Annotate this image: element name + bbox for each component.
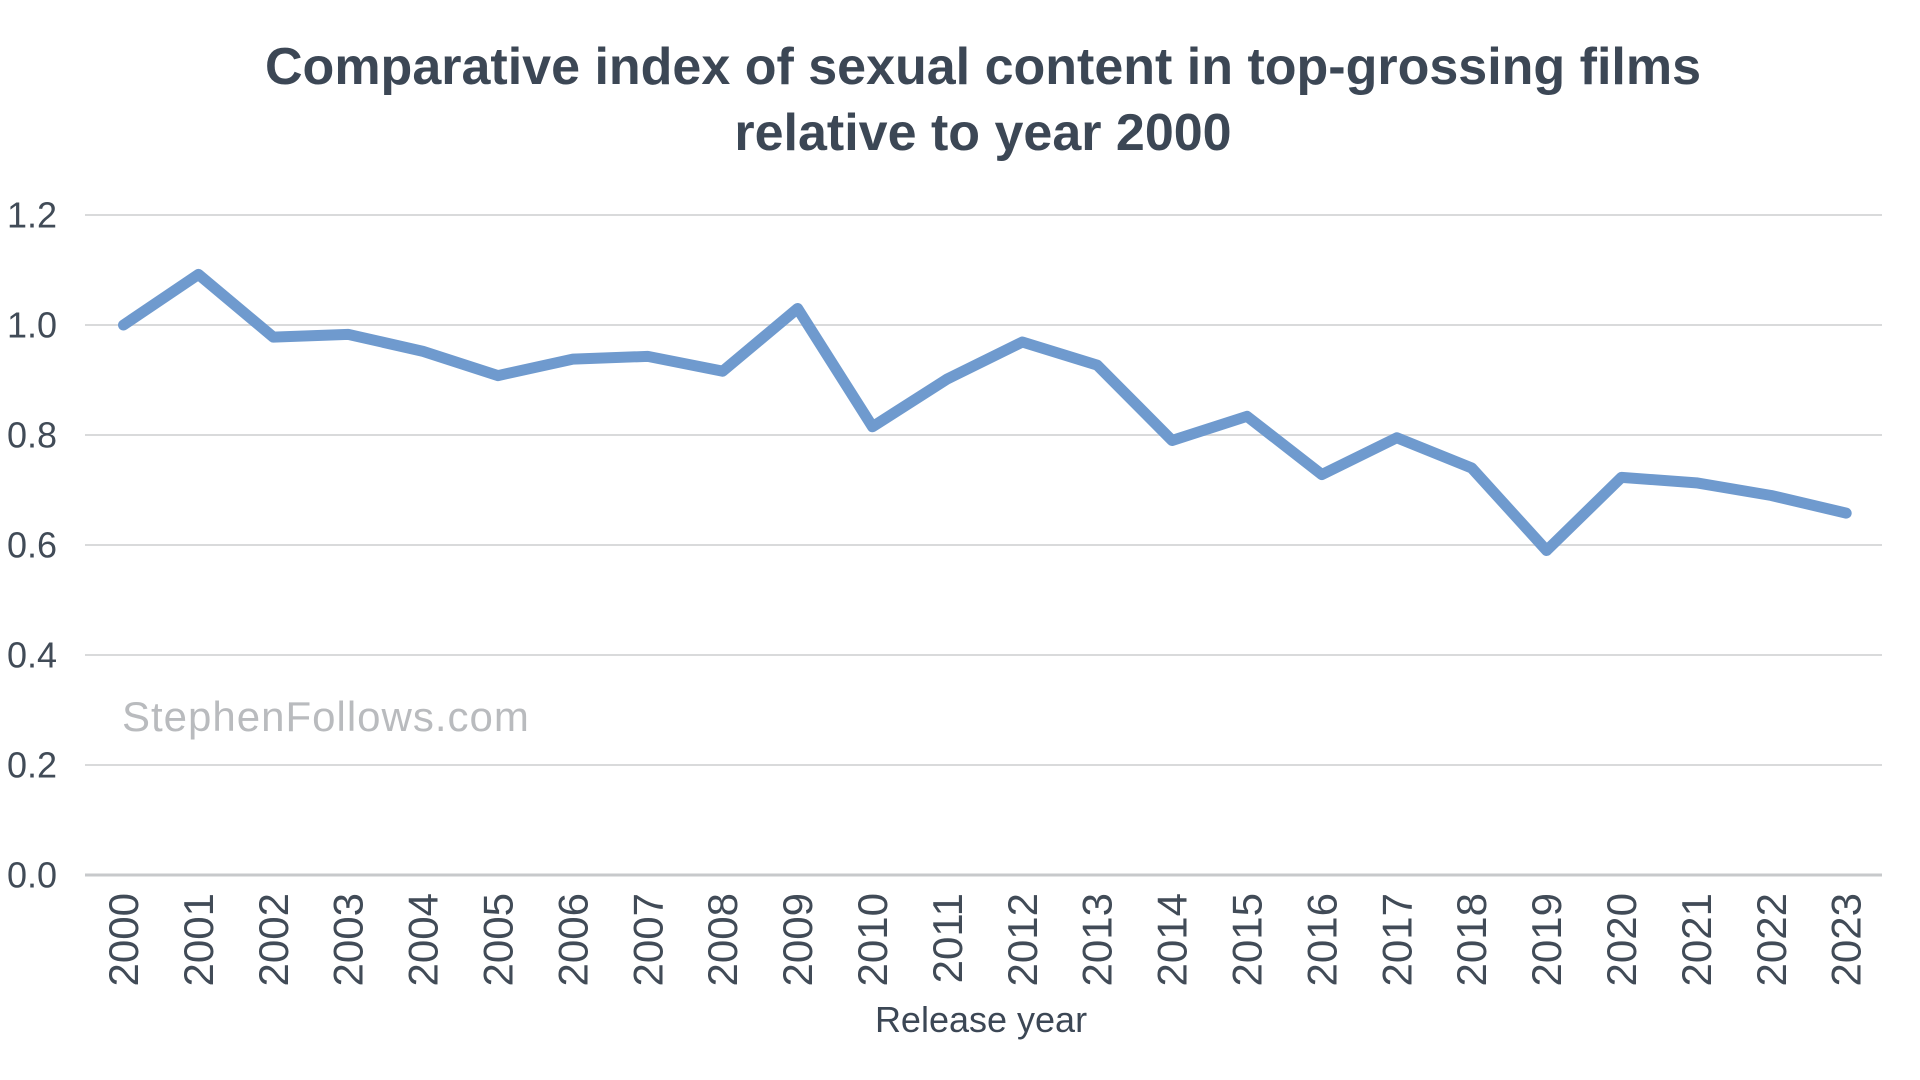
y-tick-label: 1.2 bbox=[7, 195, 57, 236]
x-tick-label: 2009 bbox=[774, 893, 821, 986]
x-tick-label: 2007 bbox=[624, 893, 671, 986]
x-tick-label: 2017 bbox=[1373, 893, 1420, 986]
x-tick-label: 2019 bbox=[1523, 893, 1570, 986]
plot-area: 0.0 0.2 0.4 0.6 0.8 1.0 1.2 2000 2001 2002 2003 200… bbox=[7, 195, 1882, 986]
x-tick-label: 2004 bbox=[400, 893, 447, 986]
x-tick-label: 2015 bbox=[1224, 893, 1271, 986]
y-tick-label: 0.2 bbox=[7, 745, 57, 786]
x-tick-label: 2012 bbox=[999, 893, 1046, 986]
x-tick-label: 2010 bbox=[849, 893, 896, 986]
data-line bbox=[118, 268, 1852, 556]
x-tick-label: 2006 bbox=[549, 893, 596, 986]
x-tick-label: 2008 bbox=[699, 893, 746, 986]
y-tick-label: 0.4 bbox=[7, 635, 57, 676]
x-tick-label: 2013 bbox=[1074, 893, 1121, 986]
chart-title-line-2: relative to year 2000 bbox=[734, 104, 1232, 162]
y-tick-label: 0.8 bbox=[7, 415, 57, 456]
x-tick-label: 2018 bbox=[1448, 893, 1495, 986]
x-tick-label: 2001 bbox=[175, 893, 222, 986]
x-tick-label: 2000 bbox=[100, 893, 147, 986]
x-tick-label: 2002 bbox=[250, 893, 297, 986]
y-tick-label: 0.6 bbox=[7, 525, 57, 566]
x-tick-label: 2020 bbox=[1598, 893, 1645, 986]
watermark-text: StephenFollows.com bbox=[122, 693, 530, 740]
x-axis-title: Release year bbox=[875, 999, 1087, 1040]
x-tick-label: 2022 bbox=[1748, 893, 1795, 986]
x-tick-label: 2021 bbox=[1673, 893, 1720, 986]
x-tick-label: 2003 bbox=[325, 893, 372, 986]
y-tick-label: 1.0 bbox=[7, 305, 57, 346]
x-tick-label: 2005 bbox=[475, 893, 522, 986]
x-tick-label: 2014 bbox=[1149, 893, 1196, 986]
x-tick-label: 2023 bbox=[1823, 893, 1870, 986]
x-tick-label: 2016 bbox=[1298, 893, 1345, 986]
x-tick-label: 2011 bbox=[924, 893, 971, 983]
y-tick-label: 0.0 bbox=[7, 855, 57, 896]
chart-title-line-1: Comparative index of sexual content in t… bbox=[265, 38, 1701, 96]
chart-title: Comparative index of sexual content in t… bbox=[85, 34, 1881, 166]
